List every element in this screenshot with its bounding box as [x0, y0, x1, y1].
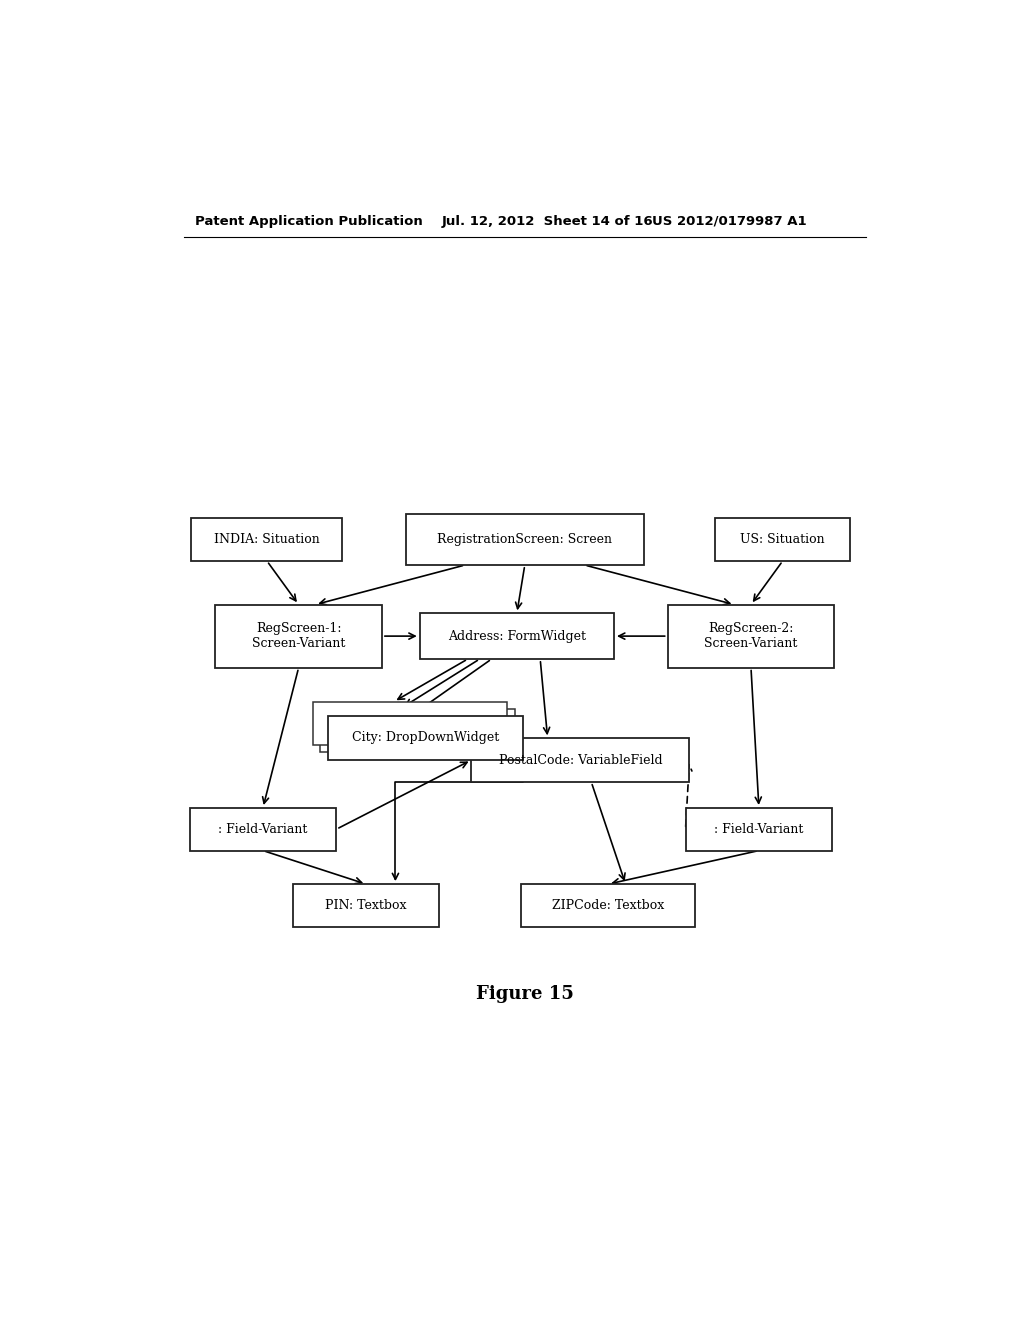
FancyBboxPatch shape — [329, 715, 523, 759]
Text: RegistrationScreen: Screen: RegistrationScreen: Screen — [437, 533, 612, 546]
Text: Jul. 12, 2012  Sheet 14 of 16: Jul. 12, 2012 Sheet 14 of 16 — [441, 215, 653, 228]
Text: ZIPCode: Textbox: ZIPCode: Textbox — [552, 899, 665, 912]
FancyBboxPatch shape — [321, 709, 515, 752]
FancyBboxPatch shape — [293, 884, 439, 927]
Text: City: DropDownWidget: City: DropDownWidget — [352, 731, 500, 744]
Text: Address: FormWidget: Address: FormWidget — [447, 630, 586, 643]
Text: US: Situation: US: Situation — [740, 533, 825, 546]
Text: INDIA: Situation: INDIA: Situation — [214, 533, 319, 546]
FancyBboxPatch shape — [471, 738, 689, 781]
FancyBboxPatch shape — [521, 884, 695, 927]
Text: : Field-Variant: : Field-Variant — [714, 822, 804, 836]
FancyBboxPatch shape — [668, 605, 835, 668]
FancyBboxPatch shape — [685, 808, 833, 850]
Text: PostalCode: VariableField: PostalCode: VariableField — [499, 754, 663, 767]
FancyBboxPatch shape — [406, 515, 644, 565]
Text: RegScreen-2:
Screen-Variant: RegScreen-2: Screen-Variant — [705, 622, 798, 651]
FancyBboxPatch shape — [189, 808, 336, 850]
FancyBboxPatch shape — [191, 519, 342, 561]
Text: RegScreen-1:
Screen-Variant: RegScreen-1: Screen-Variant — [252, 622, 345, 651]
Text: Patent Application Publication: Patent Application Publication — [196, 215, 423, 228]
FancyBboxPatch shape — [215, 605, 382, 668]
Text: : Field-Variant: : Field-Variant — [218, 822, 307, 836]
Text: Figure 15: Figure 15 — [476, 985, 573, 1003]
Text: PIN: Textbox: PIN: Textbox — [326, 899, 407, 912]
FancyBboxPatch shape — [420, 614, 614, 659]
Text: US 2012/0179987 A1: US 2012/0179987 A1 — [652, 215, 807, 228]
FancyBboxPatch shape — [715, 519, 850, 561]
FancyBboxPatch shape — [312, 702, 507, 746]
